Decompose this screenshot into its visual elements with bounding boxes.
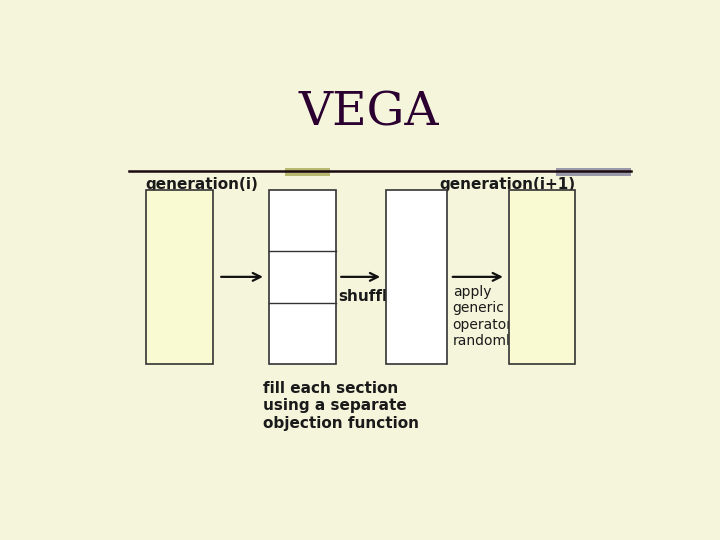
Bar [508, 190, 575, 364]
Bar [556, 168, 631, 176]
Bar [269, 190, 336, 364]
Bar [285, 168, 330, 176]
Bar [145, 190, 213, 364]
Text: generation(i+1): generation(i+1) [439, 177, 575, 192]
Text: generation(i): generation(i) [145, 177, 258, 192]
Text: shuffle: shuffle [338, 289, 398, 305]
Text: fill each section
using a separate
objection function: fill each section using a separate objec… [263, 381, 419, 430]
Text: VEGA: VEGA [299, 90, 439, 135]
Text: apply
generic
operators
randomly: apply generic operators randomly [453, 285, 520, 348]
Bar [386, 190, 447, 364]
